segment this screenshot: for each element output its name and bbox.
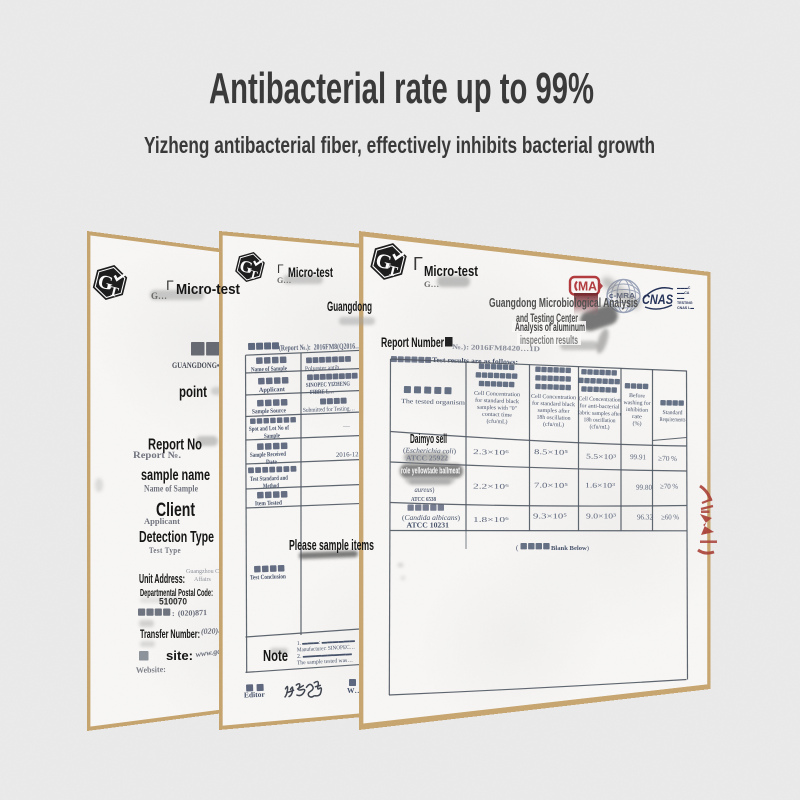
svg-text:Daimyo sell: Daimyo sell bbox=[410, 432, 447, 446]
svg-text:Micro-test: Micro-test bbox=[424, 264, 478, 280]
svg-text:510070: 510070 bbox=[159, 597, 187, 608]
svg-text:point: point bbox=[179, 384, 207, 401]
svg-text:Antibacterial rate up to 99%: Antibacterial rate up to 99% bbox=[209, 65, 594, 113]
svg-text:Please sample items: Please sample items bbox=[289, 538, 374, 554]
svg-text:sample name: sample name bbox=[141, 467, 210, 484]
svg-text:site:: site: bbox=[166, 648, 193, 663]
svg-text:Report No: Report No bbox=[148, 437, 202, 454]
svg-text:Detection Type: Detection Type bbox=[139, 529, 214, 546]
svg-text:Report Number: Report Number bbox=[381, 335, 444, 350]
svg-text:Micro-test: Micro-test bbox=[176, 282, 240, 298]
svg-text:Transfer Number:: Transfer Number: bbox=[140, 629, 200, 641]
svg-text:Unit Address:: Unit Address: bbox=[139, 572, 185, 586]
svg-text:Guangdong Microbiological Anal: Guangdong Microbiological Analysis bbox=[489, 295, 638, 310]
svg-text:Client: Client bbox=[156, 500, 195, 521]
svg-text:Note: Note bbox=[263, 648, 288, 665]
svg-text:Micro-test: Micro-test bbox=[288, 265, 333, 280]
svg-text:inspection results: inspection results bbox=[520, 333, 578, 347]
svg-text:role yellowtade ballmeat: role yellowtade ballmeat bbox=[401, 466, 460, 476]
svg-text:Analysis of aluminum: Analysis of aluminum bbox=[515, 320, 585, 334]
svg-text:Yizheng antibacterial fiber, e: Yizheng antibacterial fiber, effectively… bbox=[144, 132, 655, 158]
svg-text:Guangdong: Guangdong bbox=[327, 298, 372, 314]
